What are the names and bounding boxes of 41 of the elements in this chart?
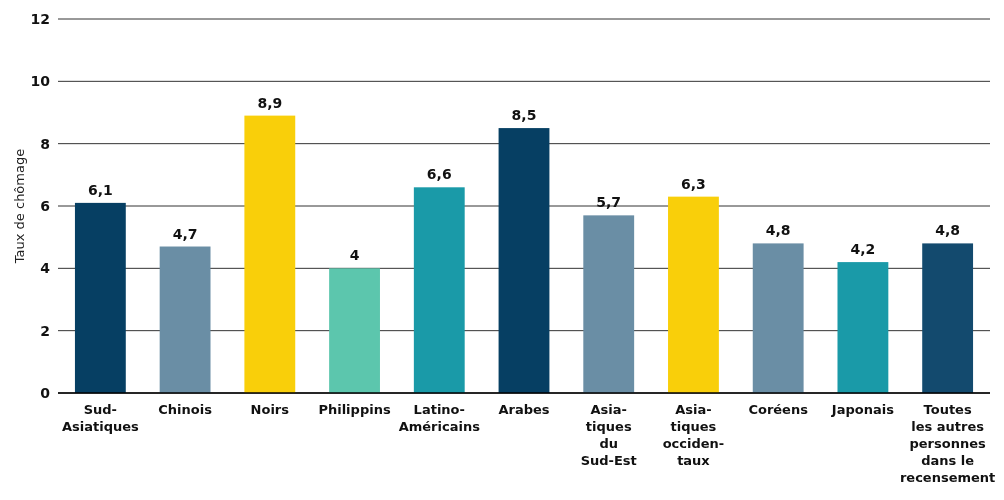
y-tick-label: 8 [40, 135, 50, 152]
bar [583, 215, 635, 393]
x-tick-label: Asia- tiques occiden- taux [662, 402, 725, 468]
data-label: 8,5 [511, 107, 537, 124]
data-label: 4,2 [850, 241, 876, 258]
bar [74, 202, 126, 393]
y-tick-label: 12 [30, 10, 50, 27]
y-tick-label: 10 [30, 73, 51, 90]
data-label: 6,1 [87, 181, 113, 198]
bar [922, 243, 974, 393]
data-label: 6,3 [681, 175, 706, 192]
y-tick-label: 4 [40, 260, 51, 277]
bar [159, 246, 211, 393]
x-tick-label: Toutes les autres personnes dans le recensement [899, 402, 996, 485]
data-label: 5,7 [596, 194, 622, 211]
y-tick-label: 2 [40, 322, 50, 339]
x-tick-label: Philippins [318, 402, 391, 417]
y-tick-label: 6 [40, 197, 50, 214]
x-tick-label: Asia- tiques du Sud-Est [580, 402, 637, 468]
x-tick-label: Japonais [830, 402, 895, 417]
bar [837, 262, 889, 393]
data-label: 6,6 [426, 166, 452, 183]
bar [244, 115, 296, 393]
bar [413, 187, 465, 393]
bar [668, 196, 719, 393]
x-tick-label: Sud- Asiatiques [61, 402, 140, 434]
bar [752, 243, 804, 393]
data-label: 8,9 [257, 94, 283, 111]
data-label: 4,7 [172, 225, 198, 242]
x-tick-label: Arabes [498, 402, 550, 417]
bar [498, 128, 550, 393]
data-label: 4,8 [935, 222, 961, 239]
bar [329, 268, 380, 393]
x-tick-label: Coréens [748, 402, 809, 417]
x-tick-label: Chinois [158, 402, 213, 417]
data-label: 4 [349, 247, 360, 264]
x-tick-label: Noirs [250, 402, 290, 417]
y-tick-label: 0 [40, 384, 51, 401]
data-label: 4,8 [765, 222, 791, 239]
x-tick-label: Latino- Américains [398, 402, 481, 434]
y-axis-title: Taux de chômage [12, 148, 27, 265]
